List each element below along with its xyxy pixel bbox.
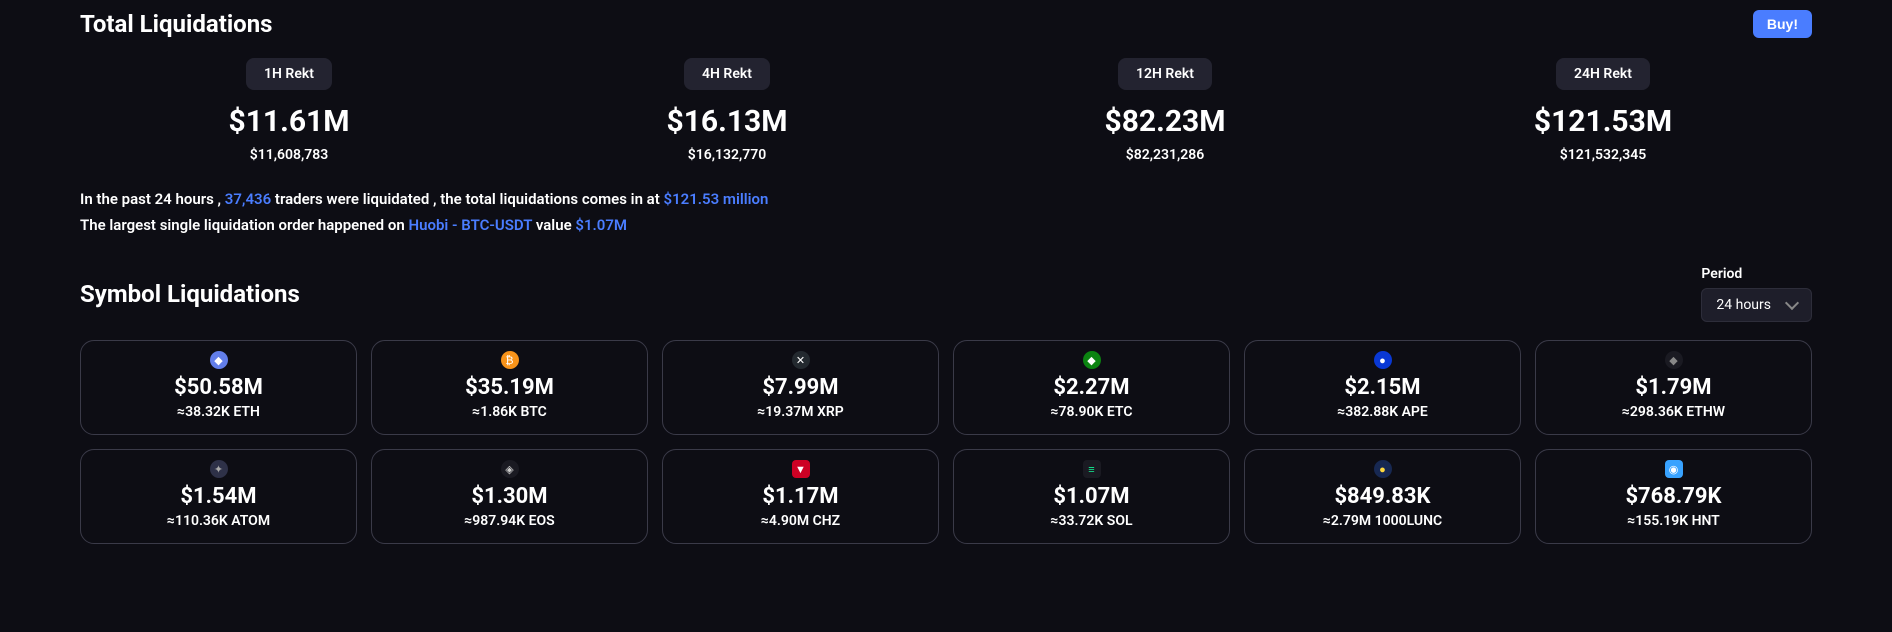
symbol-card[interactable]: ● $2.15M ≈382.88K APE — [1244, 340, 1521, 435]
coin-icon: ◆ — [1083, 351, 1101, 369]
symbol-value: $768.79K — [1548, 484, 1799, 509]
rekt-value: $16.13M — [518, 104, 936, 139]
page-title: Total Liquidations — [80, 10, 273, 38]
summary-traders: 37,436 — [225, 190, 271, 208]
coin-icon: ● — [1374, 351, 1392, 369]
symbol-value: $35.19M — [384, 375, 635, 400]
symbol-sub: ≈19.37M XRP — [675, 404, 926, 420]
rekt-grid: 1H Rekt $11.61M $11,608,783 4H Rekt $16.13M $… — [80, 58, 1812, 163]
summary-text-part: traders were liquidated , the total liqu… — [271, 190, 663, 208]
summary-text-part: value — [532, 216, 575, 234]
symbol-sub: ≈2.79M 1000LUNC — [1257, 513, 1508, 529]
symbol-value: $1.54M — [93, 484, 344, 509]
coin-icon: ≡ — [1083, 460, 1101, 478]
symbol-sub: ≈4.90M CHZ — [675, 513, 926, 529]
coin-icon: ◆ — [1665, 351, 1683, 369]
symbol-card[interactable]: ▼ $1.17M ≈4.90M CHZ — [662, 449, 939, 544]
symbol-sub: ≈78.90K ETC — [966, 404, 1217, 420]
rekt-value: $82.23M — [956, 104, 1374, 139]
symbol-sub: ≈155.19K HNT — [1548, 513, 1799, 529]
symbol-value: $1.79M — [1548, 375, 1799, 400]
coin-icon: ₿ — [501, 351, 519, 369]
symbol-card[interactable]: ● $849.83K ≈2.79M 1000LUNC — [1244, 449, 1521, 544]
rekt-label: 1H Rekt — [246, 58, 332, 90]
rekt-column: 12H Rekt $82.23M $82,231,286 — [956, 58, 1374, 163]
symbol-card[interactable]: ◆ $1.79M ≈298.36K ETHW — [1535, 340, 1812, 435]
symbol-value: $1.17M — [675, 484, 926, 509]
coin-icon: ▼ — [792, 460, 810, 478]
rekt-sub: $11,608,783 — [80, 147, 498, 163]
rekt-column: 24H Rekt $121.53M $121,532,345 — [1394, 58, 1812, 163]
buy-button[interactable]: Buy! — [1753, 10, 1812, 38]
summary-total: $121.53 million — [664, 190, 769, 208]
period-value: 24 hours — [1716, 297, 1771, 313]
coin-icon: ◉ — [1665, 460, 1683, 478]
symbol-value: $2.27M — [966, 375, 1217, 400]
symbol-value: $50.58M — [93, 375, 344, 400]
rekt-label: 12H Rekt — [1118, 58, 1212, 90]
symbol-card[interactable]: ◈ $1.30M ≈987.94K EOS — [371, 449, 648, 544]
coin-icon: ◆ — [210, 351, 228, 369]
period-dropdown[interactable]: 24 hours — [1701, 288, 1812, 322]
symbol-value: $7.99M — [675, 375, 926, 400]
rekt-value: $121.53M — [1394, 104, 1812, 139]
symbol-card[interactable]: ₿ $35.19M ≈1.86K BTC — [371, 340, 648, 435]
symbol-value: $1.07M — [966, 484, 1217, 509]
rekt-label: 4H Rekt — [684, 58, 770, 90]
summary-text-part: In the past 24 hours , — [80, 190, 225, 208]
symbol-value: $1.30M — [384, 484, 635, 509]
section-title: Symbol Liquidations — [80, 280, 300, 308]
coin-icon: ✦ — [210, 460, 228, 478]
coin-icon: ✕ — [792, 351, 810, 369]
summary-exchange: Huobi - BTC-USDT — [408, 216, 532, 234]
symbol-card[interactable]: ◆ $50.58M ≈38.32K ETH — [80, 340, 357, 435]
coin-icon: ◈ — [501, 460, 519, 478]
rekt-column: 4H Rekt $16.13M $16,132,770 — [518, 58, 936, 163]
symbol-card[interactable]: ◆ $2.27M ≈78.90K ETC — [953, 340, 1230, 435]
symbol-card[interactable]: ✦ $1.54M ≈110.36K ATOM — [80, 449, 357, 544]
coin-icon: ● — [1374, 460, 1392, 478]
period-label: Period — [1701, 266, 1812, 282]
symbols-grid: ◆ $50.58M ≈38.32K ETH ₿ $35.19M ≈1.86K BTC ✕ $7… — [80, 340, 1812, 544]
symbol-sub: ≈987.94K EOS — [384, 513, 635, 529]
symbol-sub: ≈38.32K ETH — [93, 404, 344, 420]
symbol-sub: ≈1.86K BTC — [384, 404, 635, 420]
rekt-value: $11.61M — [80, 104, 498, 139]
rekt-sub: $121,532,345 — [1394, 147, 1812, 163]
summary-largest: $1.07M — [575, 216, 627, 234]
symbol-card[interactable]: ✕ $7.99M ≈19.37M XRP — [662, 340, 939, 435]
rekt-sub: $16,132,770 — [518, 147, 936, 163]
summary-text: In the past 24 hours , 37,436 traders we… — [80, 187, 1812, 238]
symbol-sub: ≈298.36K ETHW — [1548, 404, 1799, 420]
symbol-value: $849.83K — [1257, 484, 1508, 509]
rekt-column: 1H Rekt $11.61M $11,608,783 — [80, 58, 498, 163]
symbol-sub: ≈110.36K ATOM — [93, 513, 344, 529]
rekt-label: 24H Rekt — [1556, 58, 1650, 90]
symbol-sub: ≈33.72K SOL — [966, 513, 1217, 529]
rekt-sub: $82,231,286 — [956, 147, 1374, 163]
symbol-card[interactable]: ◉ $768.79K ≈155.19K HNT — [1535, 449, 1812, 544]
symbol-sub: ≈382.88K APE — [1257, 404, 1508, 420]
summary-text-part: The largest single liquidation order hap… — [80, 216, 408, 234]
symbol-card[interactable]: ≡ $1.07M ≈33.72K SOL — [953, 449, 1230, 544]
symbol-value: $2.15M — [1257, 375, 1508, 400]
